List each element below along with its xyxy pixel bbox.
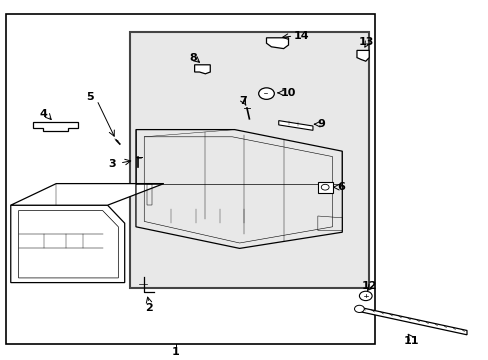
Polygon shape — [356, 307, 466, 335]
Polygon shape — [356, 50, 368, 61]
Circle shape — [258, 88, 274, 99]
Text: 13: 13 — [358, 37, 374, 48]
Polygon shape — [11, 184, 163, 205]
Bar — [129, 32, 368, 288]
Text: 14: 14 — [293, 31, 308, 41]
Text: 10: 10 — [281, 88, 296, 98]
Text: 8: 8 — [189, 53, 197, 63]
Text: 4: 4 — [39, 109, 47, 120]
Text: 7: 7 — [239, 96, 247, 106]
Circle shape — [321, 184, 328, 190]
Text: 5: 5 — [86, 92, 94, 102]
Polygon shape — [11, 205, 124, 283]
Polygon shape — [194, 65, 210, 74]
Text: 9: 9 — [317, 119, 325, 129]
Polygon shape — [278, 121, 312, 130]
Text: 12: 12 — [361, 281, 376, 291]
Circle shape — [359, 291, 371, 301]
Text: 3: 3 — [108, 159, 116, 169]
Text: 11: 11 — [403, 336, 419, 346]
Text: 2: 2 — [145, 303, 153, 313]
Circle shape — [354, 305, 364, 312]
Bar — [6, 14, 374, 344]
Text: 6: 6 — [337, 182, 345, 192]
FancyBboxPatch shape — [317, 182, 332, 193]
Polygon shape — [266, 38, 288, 49]
Text: 1: 1 — [172, 347, 180, 357]
Polygon shape — [33, 122, 78, 131]
